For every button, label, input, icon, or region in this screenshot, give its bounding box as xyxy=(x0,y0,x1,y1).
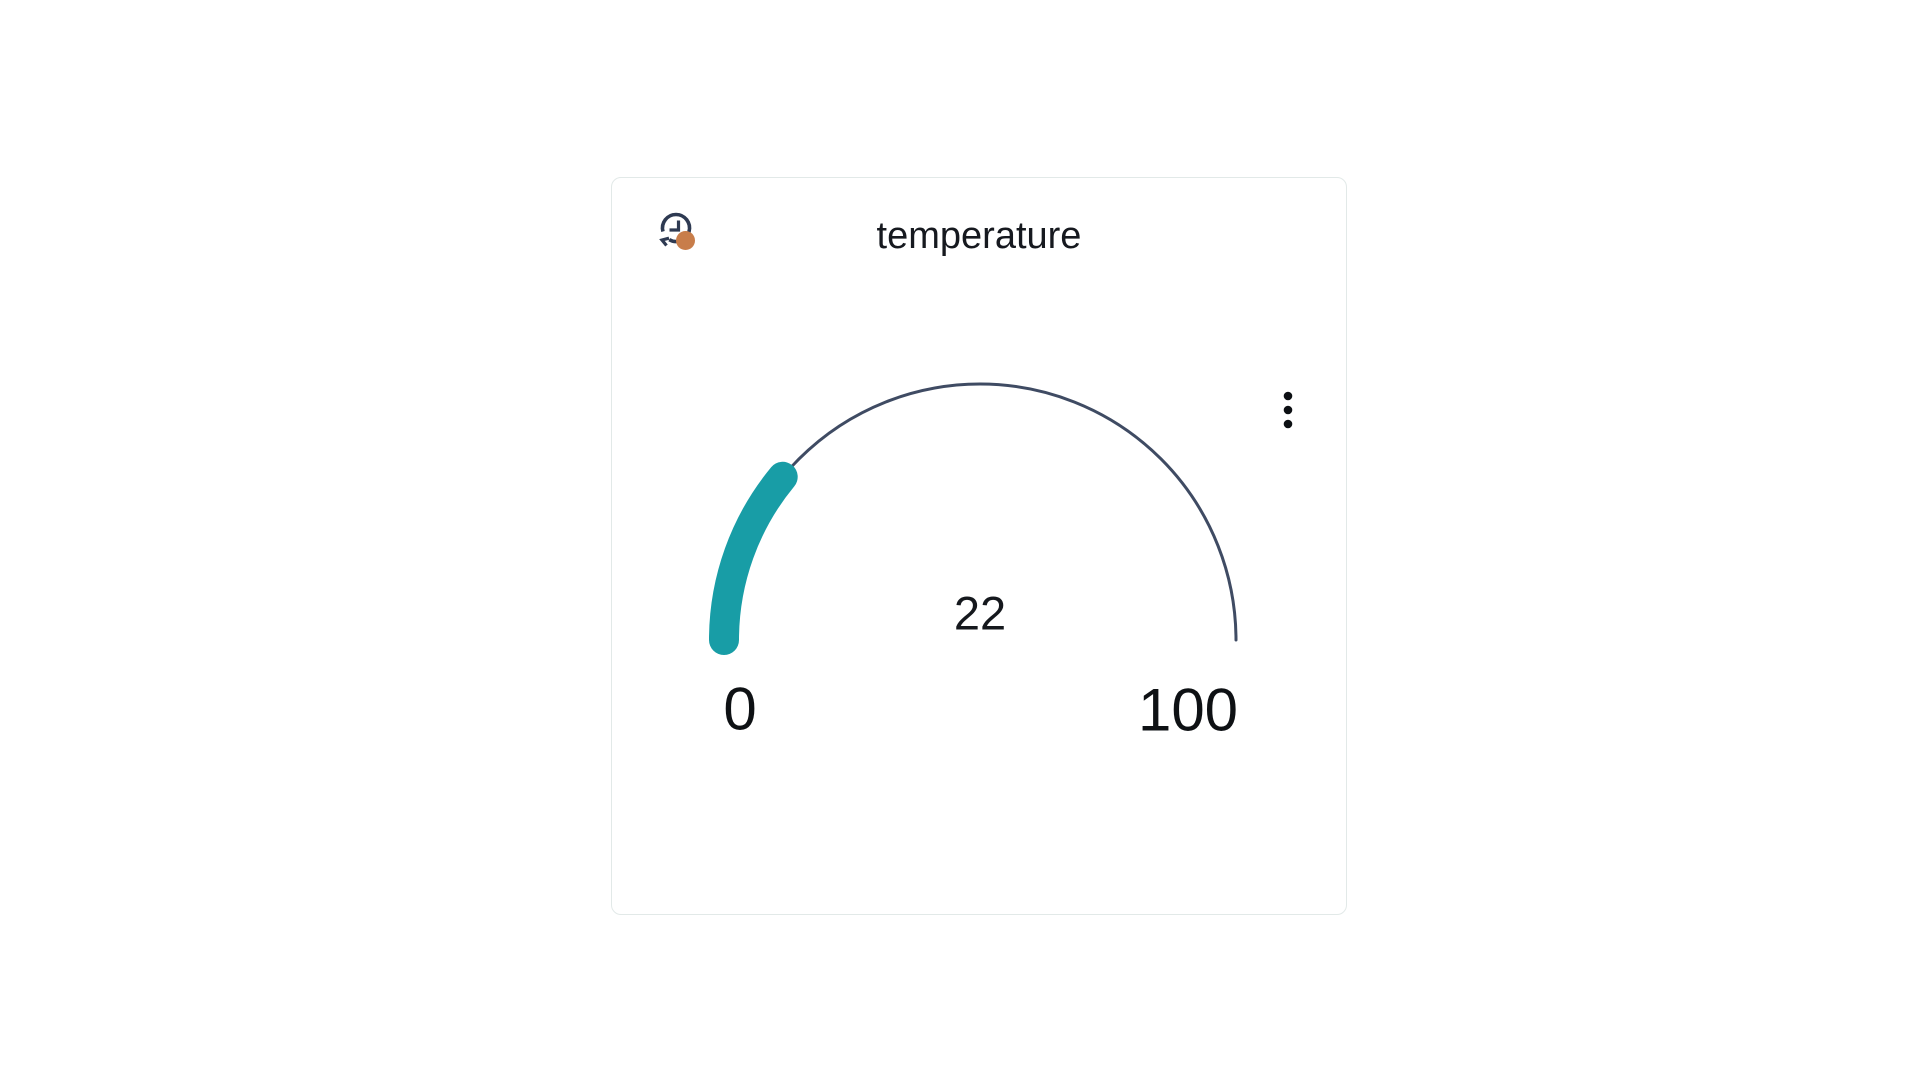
widget-menu-button[interactable] xyxy=(1272,384,1304,436)
widget-title: temperature xyxy=(876,215,1082,257)
gauge-max-label: 100 xyxy=(1137,676,1239,744)
notification-dot xyxy=(676,231,695,250)
gauge-chart xyxy=(709,382,1238,655)
history-clock-icon xyxy=(659,212,695,250)
gauge-widget-card: temperature 22 0 100 xyxy=(611,177,1347,915)
gauge-value: 22 xyxy=(953,586,1007,640)
history-arrow xyxy=(659,236,670,247)
kebab-menu-icon xyxy=(1283,391,1293,429)
gauge-progress xyxy=(709,461,798,655)
clock-hands xyxy=(669,220,681,232)
timewindow-button[interactable] xyxy=(650,206,702,258)
gauge-min-label: 0 xyxy=(723,675,757,743)
